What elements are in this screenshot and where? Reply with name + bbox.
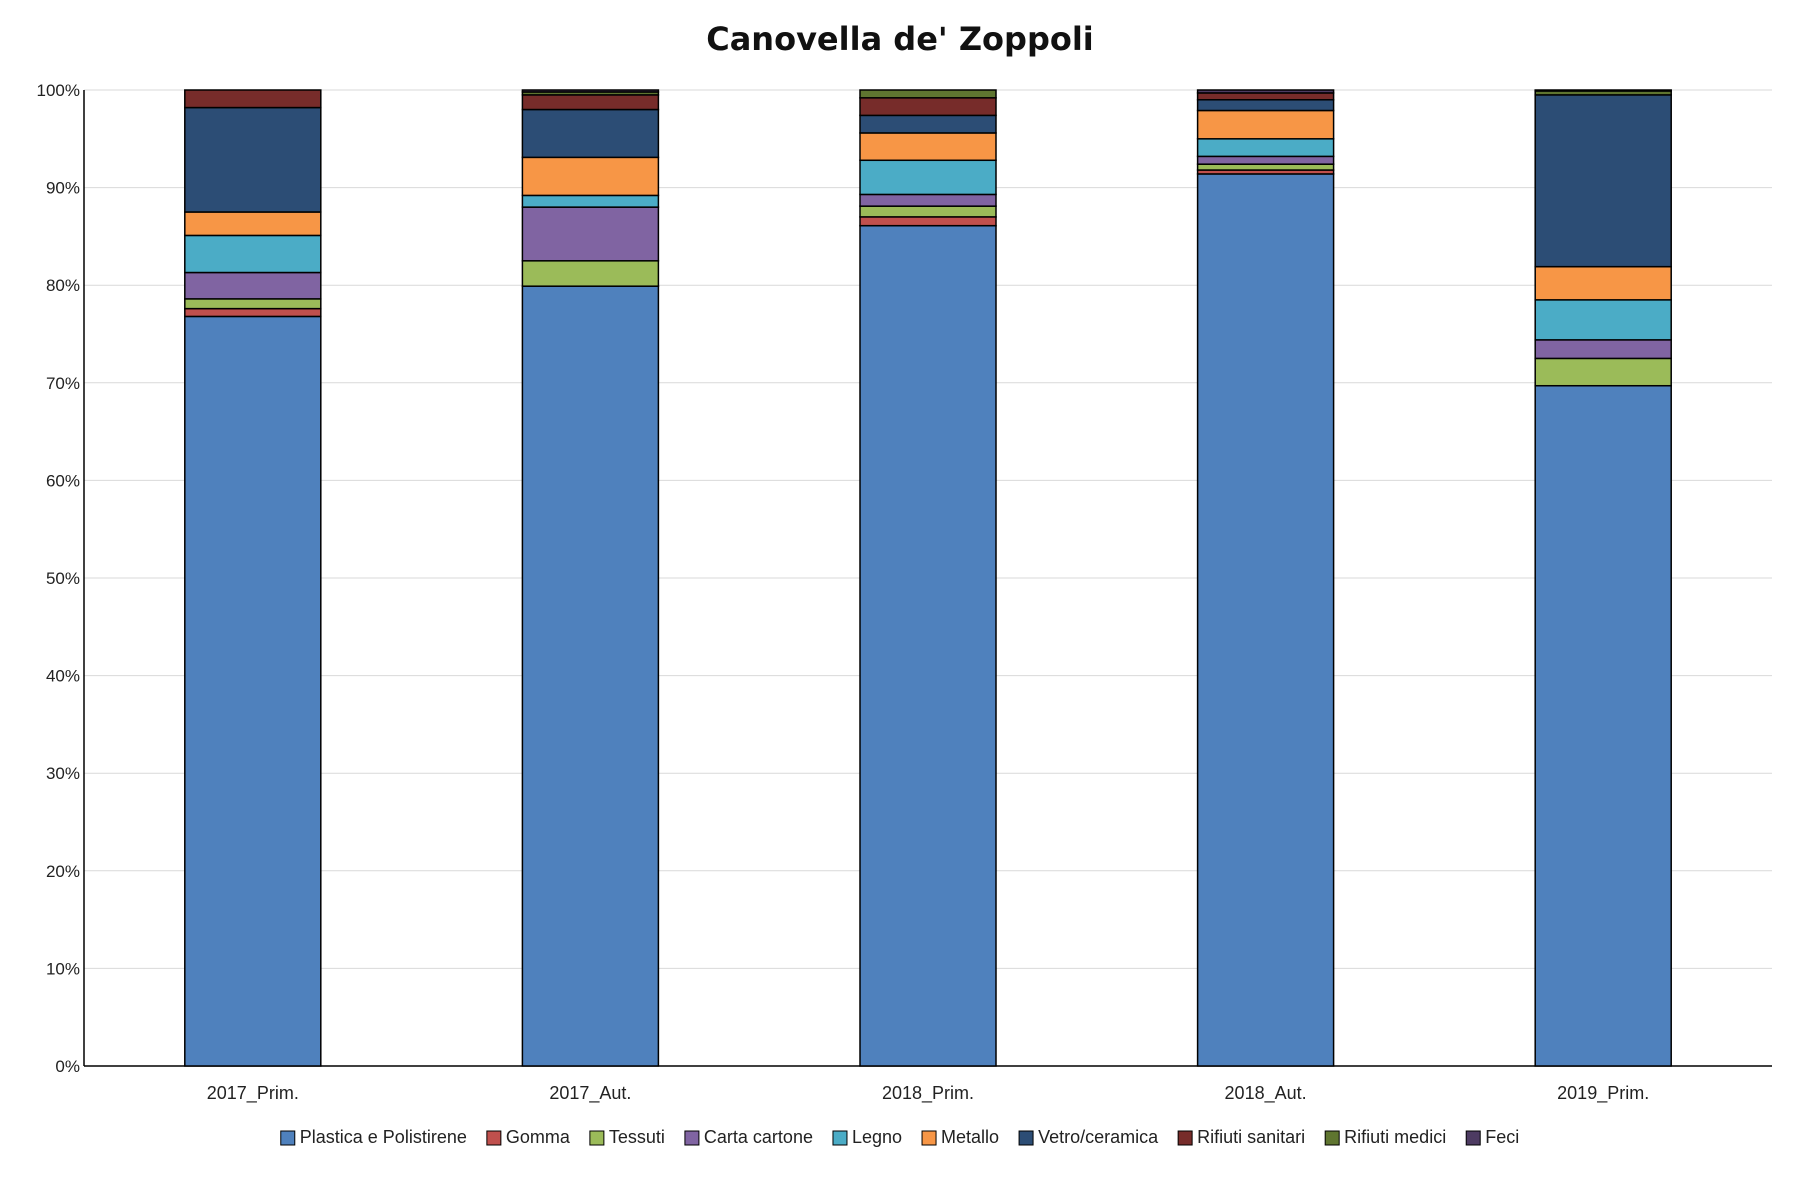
- y-tick-label: 60%: [46, 471, 80, 490]
- legend-item: Tessuti: [589, 1127, 665, 1147]
- bar-segment: [1534, 94, 1672, 268]
- bar-segment: [859, 193, 997, 207]
- legend-swatch: [684, 1130, 700, 1146]
- legend-swatch: [589, 1130, 605, 1146]
- legend: Plastica e Polistirene Gomma Tessuti Carta …: [280, 1127, 1519, 1147]
- bar-group-2: [859, 89, 997, 1067]
- legend-label: Carta cartone: [704, 1127, 813, 1147]
- legend-swatch: [921, 1130, 937, 1146]
- x-tick-label: 2019_Prim.: [1557, 1083, 1649, 1104]
- bar-segment: [184, 298, 322, 310]
- bar-segment: [1196, 155, 1335, 165]
- y-tick-label: 80%: [46, 276, 80, 295]
- legend-label: Plastica e Polistirene: [300, 1127, 467, 1147]
- bar-group-3: [1196, 89, 1335, 1067]
- bar-segment: [859, 216, 997, 227]
- bar-segment: [521, 156, 660, 197]
- bar-segment: [521, 260, 660, 287]
- legend-label: Rifiuti medici: [1344, 1127, 1446, 1147]
- legend-item: Gomma: [486, 1127, 571, 1147]
- bar-segment: [1196, 89, 1335, 94]
- bar-segment: [859, 132, 997, 162]
- legend-item: Feci: [1465, 1127, 1519, 1147]
- bar-segment: [184, 307, 322, 318]
- legend-swatch: [1018, 1130, 1034, 1146]
- legend-label: Feci: [1485, 1127, 1519, 1147]
- y-tick-label: 0%: [55, 1057, 80, 1076]
- legend-label: Metallo: [941, 1127, 999, 1147]
- bar-segment: [1534, 299, 1672, 341]
- legend-swatch: [280, 1130, 296, 1146]
- bar-segment: [859, 97, 997, 117]
- bar-segment: [859, 114, 997, 134]
- bar-segment: [184, 89, 322, 109]
- legend-swatch: [832, 1130, 848, 1146]
- legend-swatch: [1177, 1130, 1193, 1146]
- bar-segment: [184, 315, 322, 1067]
- bar-segment: [1196, 163, 1335, 171]
- y-tick-label: 100%: [37, 81, 80, 100]
- bar-segment: [184, 106, 322, 213]
- bars: [184, 89, 1672, 1067]
- y-tick-label: 10%: [46, 959, 80, 978]
- legend-item: Vetro/ceramica: [1018, 1127, 1159, 1147]
- y-axis: 0% 10% 20% 30% 40% 50% 60% 70% 80% 90% 100%: [37, 81, 1772, 1076]
- legend-label: Rifiuti sanitari: [1197, 1127, 1305, 1147]
- legend-swatch: [1465, 1130, 1481, 1146]
- bar-segment: [1534, 339, 1672, 360]
- bar-segment: [521, 285, 660, 1067]
- bar-segment: [1196, 109, 1335, 140]
- legend-item: Rifiuti sanitari: [1177, 1127, 1305, 1147]
- chart-title: Canovella de' Zoppoli: [706, 20, 1094, 58]
- bar-segment: [521, 94, 660, 111]
- legend-item: Plastica e Polistirene: [280, 1127, 467, 1147]
- bar-segment: [184, 271, 322, 300]
- x-tick-label: 2018_Prim.: [882, 1083, 974, 1104]
- bar-segment: [859, 89, 997, 99]
- bar-segment: [521, 194, 660, 208]
- x-tick-label: 2018_Aut.: [1225, 1083, 1307, 1104]
- legend-item: Metallo: [921, 1127, 999, 1147]
- bar-segment: [859, 224, 997, 1067]
- bar-segment: [521, 89, 660, 93]
- x-axis: 2017_Prim. 2017_Aut. 2018_Prim. 2018_Aut. 20…: [207, 1083, 1649, 1104]
- bar-segment: [184, 234, 322, 274]
- legend-item: Rifiuti medici: [1324, 1127, 1446, 1147]
- bar-segment: [1534, 357, 1672, 387]
- bar-group-0: [184, 89, 322, 1067]
- legend-label: Legno: [852, 1127, 902, 1147]
- y-tick-label: 50%: [46, 569, 80, 588]
- bar-segment: [1196, 92, 1335, 101]
- bar-segment: [859, 159, 997, 196]
- y-tick-label: 30%: [46, 764, 80, 783]
- legend-label: Vetro/ceramica: [1038, 1127, 1159, 1147]
- bar-segment: [1534, 384, 1672, 1067]
- bar-segment: [1534, 89, 1672, 92]
- y-tick-label: 20%: [46, 862, 80, 881]
- bar-segment: [1196, 99, 1335, 112]
- x-tick-label: 2017_Aut.: [549, 1083, 631, 1104]
- bar-segment: [1196, 138, 1335, 158]
- y-tick-label: 90%: [46, 179, 80, 198]
- y-tick-label: 40%: [46, 667, 80, 686]
- bar-segment: [1196, 173, 1335, 1067]
- bar-group-1: [521, 89, 660, 1067]
- bar-group-4: [1534, 89, 1672, 1067]
- legend-item: Legno: [832, 1127, 902, 1147]
- bar-segment: [859, 205, 997, 218]
- legend-item: Carta cartone: [684, 1127, 813, 1147]
- legend-label: Tessuti: [609, 1127, 665, 1147]
- bar-segment: [521, 108, 660, 159]
- legend-swatch: [1324, 1130, 1340, 1146]
- legend-swatch: [486, 1130, 502, 1146]
- bar-segment: [1534, 265, 1672, 301]
- bar-segment: [184, 211, 322, 237]
- y-tick-label: 70%: [46, 374, 80, 393]
- bar-segment: [521, 206, 660, 262]
- legend-label: Gomma: [506, 1127, 571, 1147]
- x-tick-label: 2017_Prim.: [207, 1083, 299, 1104]
